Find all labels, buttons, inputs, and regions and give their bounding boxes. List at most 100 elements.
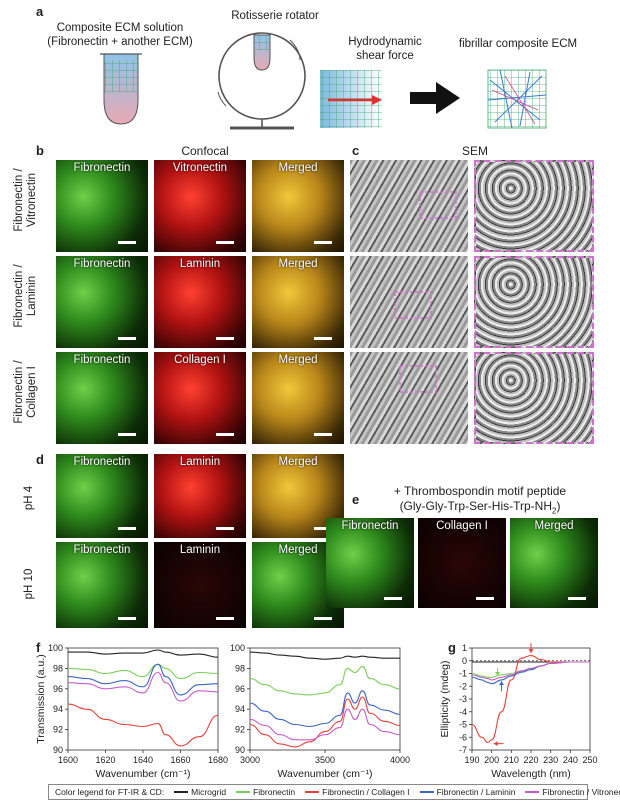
- xtick-label-f-left: 1660: [170, 755, 190, 765]
- legend-item-fibronectin: Fibronectin: [236, 787, 295, 797]
- fibrillar-label: fibrillar composite ECM: [458, 38, 578, 50]
- legend-item-fn-vit: Fibronectin / Vitronectin: [525, 787, 620, 797]
- shear-label-1: Hydrodynamic: [348, 36, 422, 48]
- panel-d-label: d: [36, 452, 44, 467]
- ylabel-g: Ellipticity (mdeg): [439, 660, 451, 737]
- confocal-fn-col-merged: Merged: [252, 352, 344, 444]
- ytick-label-f-right: 94: [235, 704, 245, 714]
- right-arrow-icon: [410, 82, 460, 114]
- xtick-label-f-right: 3000: [240, 755, 260, 765]
- series-line-f-left-4: [67, 671, 219, 702]
- peptide-subtitle: (Gly-Gly-Trp-Ser-His-Trp-NH2): [399, 499, 561, 516]
- shear-grid-icon: [320, 70, 382, 128]
- ytick-label-f-right: 96: [235, 684, 245, 694]
- ph4-laminin: Laminin: [154, 454, 246, 538]
- ytick-label-g: -5: [459, 720, 467, 730]
- series-line-g-4: [471, 661, 590, 681]
- peptide-collagen: Collagen I: [418, 518, 506, 608]
- ytick-label-g: -3: [459, 694, 467, 704]
- sem-zoom-indicators: [394, 191, 457, 393]
- peptide-title: + Thrombospondin motif peptide: [393, 484, 567, 498]
- row-label-fn-col: Fibronectin / Collagen I: [13, 360, 38, 424]
- ytick-label-f-right: 100: [230, 643, 245, 653]
- solution-subtitle: (Fibronectin + another ECM): [47, 36, 193, 48]
- series-line-f-left-2: [67, 703, 219, 747]
- xtick-label-g: 190: [464, 755, 479, 765]
- series-line-f-right-0: [249, 651, 400, 660]
- ytick-label-f-right: 98: [235, 663, 245, 673]
- ytick-label-f-right: 92: [235, 725, 245, 735]
- xlabel-f-left: Wavenumber (cm⁻¹): [96, 768, 191, 780]
- spectra-charts: 90 92 94 96 98 100 1600 1620 1640 1660 1680 Wavenum…: [35, 643, 598, 780]
- sem-fn-vn-overview: [350, 160, 468, 252]
- confocal-fn-col-collagen: Collagen I: [154, 352, 246, 444]
- ph10-laminin: Laminin: [154, 542, 246, 628]
- xtick-label-g: 200: [484, 755, 499, 765]
- series-line-g-2: [471, 655, 590, 743]
- cd-arrow-green-head: [495, 672, 501, 677]
- schematic-diagram: [100, 32, 547, 130]
- sem-fn-vn-zoom: [474, 160, 594, 252]
- series-line-g-3: [471, 661, 590, 685]
- confocal-fn-vn-vitronectin: Vitronectin: [154, 160, 246, 252]
- series-line-f-left-1: [67, 663, 219, 680]
- ytick-label-f-left: 90: [53, 745, 63, 755]
- rotator-label: Rotisserie rotator: [231, 10, 319, 22]
- series-line-f-right-2: [249, 696, 401, 748]
- solution-title: Composite ECM solution: [56, 22, 184, 34]
- tube-icon: [100, 53, 142, 125]
- row-label-ph10: pH 10: [23, 568, 35, 600]
- ytick-label-g: -4: [459, 707, 467, 717]
- row-label-fn-vn: Fibronectin / Vitronectin: [13, 168, 38, 232]
- ytick-label-g: 1: [462, 643, 467, 653]
- confocal-fn-vn-merged: Merged: [252, 160, 344, 252]
- ytick-label-g: -7: [459, 745, 467, 755]
- panel-f-label: f: [36, 640, 41, 655]
- xtick-label-g: 230: [543, 755, 558, 765]
- sem-fn-col-zoom: [474, 352, 594, 444]
- xtick-label-g: 220: [523, 755, 538, 765]
- xtick-label-g: 240: [563, 755, 578, 765]
- ytick-label-f-left: 98: [53, 663, 63, 673]
- xtick-label-g: 210: [504, 755, 519, 765]
- legend-item-fn-col: Fibronectin / Collagen I: [305, 787, 410, 797]
- legend-title: Color legend for FT-IR & CD:: [55, 787, 165, 797]
- panel-c-label: c: [352, 143, 360, 158]
- series-line-f-right-4: [249, 708, 401, 741]
- ytick-label-f-left: 94: [53, 704, 63, 714]
- panel-b-label: b: [36, 143, 44, 158]
- ytick-label-f-left: 92: [53, 725, 63, 735]
- confocal-fn-col-fibronectin: Fibronectin: [56, 352, 148, 444]
- sem-fn-lam-overview: [350, 256, 468, 348]
- sem-fn-lam-zoom: [474, 256, 594, 348]
- sem-title: SEM: [461, 144, 488, 158]
- series-line-f-right-3: [249, 690, 401, 728]
- panel-g-label: g: [448, 640, 456, 655]
- shear-label-2: shear force: [356, 50, 414, 62]
- row-label-ph4: pH 4: [23, 485, 35, 511]
- cd-arrow-red-head: [528, 649, 534, 654]
- row-label-fn-lam: Fibronectin / Laminin: [13, 264, 38, 328]
- ytick-label-g: -2: [459, 681, 467, 691]
- confocal-fn-vn-fibronectin: Fibronectin: [56, 160, 148, 252]
- panel-a-label: a: [36, 4, 44, 19]
- sem-fn-col-overview: [350, 352, 468, 444]
- xtick-label-g: 250: [582, 755, 597, 765]
- ytick-label-f-right: 90: [235, 745, 245, 755]
- legend-item-microgrid: Microgrid: [174, 787, 226, 797]
- confocal-title: Confocal: [181, 144, 229, 158]
- xtick-label-f-right: 3500: [315, 755, 335, 765]
- series-line-f-left-0: [68, 649, 219, 658]
- ph4-fibronectin: Fibronectin: [56, 454, 148, 538]
- xlabel-g: Wavelength (nm): [491, 768, 571, 780]
- ytick-label-f-left: 100: [48, 643, 63, 653]
- ytick-label-g: 0: [462, 656, 467, 666]
- ytick-label-f-left: 96: [53, 684, 63, 694]
- ytick-label-g: -1: [459, 669, 467, 679]
- series-line-f-left-3: [67, 663, 219, 696]
- legend-item-fn-lam: Fibronectin / Laminin: [419, 787, 515, 797]
- series-line-f-right-1: [249, 665, 401, 696]
- color-legend: Color legend for FT-IR & CD: Microgrid F…: [48, 784, 620, 800]
- xtick-label-f-left: 1600: [58, 755, 78, 765]
- cd-arrow-blue-head: [499, 681, 504, 686]
